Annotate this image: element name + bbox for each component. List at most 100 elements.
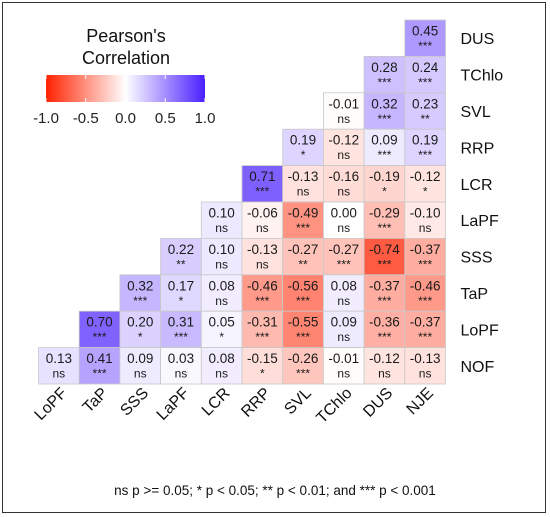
y-axis-label: TChlo [461,68,504,85]
correlation-value-label: -0.74 [369,242,400,257]
significance-label: *** [93,367,107,381]
heatmap-cell [119,310,162,349]
x-axis-label: TaP [80,385,112,417]
heatmap-cell [282,274,324,312]
correlation-value-label: 0.32 [127,278,153,293]
significance-label: ns [337,294,350,308]
significance-label: * [219,330,224,344]
heatmap-cell [160,237,202,276]
correlation-value-label: 0.71 [249,169,275,184]
heatmap-cell [404,92,446,130]
correlation-value-label: -0.13 [247,242,278,257]
significance-label: ns [337,185,350,199]
y-axis-label: TaP [461,286,489,303]
correlation-value-label: -0.13 [288,169,319,184]
correlation-value-label: -0.37 [410,315,441,330]
correlation-value-label: 0.41 [86,351,112,366]
heatmap-cell [363,347,406,385]
correlation-value-label: -0.56 [288,278,319,293]
significance-label: *** [418,294,432,308]
correlation-value-label: 0.20 [127,315,153,330]
x-axis-label: DUS [360,385,396,421]
correlation-value-label: 0.05 [209,315,235,330]
correlation-value-label: 0.09 [331,315,357,330]
correlation-value-label: -0.19 [369,169,400,184]
heatmap-cell [404,347,446,385]
heatmap-cell [322,92,365,130]
correlation-value-label: 0.17 [168,278,194,293]
significance-label: ns [215,294,228,308]
significance-label: ns [175,367,188,381]
significance-label: ns [337,148,350,162]
heatmap-cell [241,274,284,312]
correlation-value-label: 0.08 [209,351,235,366]
correlation-value-label: 0.03 [168,351,194,366]
correlation-value-label: -0.12 [369,351,400,366]
legend-title-line-1: Pearson's [86,26,165,46]
correlation-value-label: -0.01 [328,351,359,366]
correlation-value-label: -0.10 [410,206,441,221]
legend-tick-label: -0.5 [73,110,99,127]
significance-label: ns [215,257,228,271]
significance-label: * [382,185,387,199]
significance-label: ns [419,367,432,381]
y-axis-label: RRP [461,140,495,157]
legend-tick-label: 0.5 [155,110,176,127]
significance-label: ns [419,221,432,235]
correlation-value-label: -0.12 [410,169,441,184]
heatmap-cell [404,310,446,349]
correlation-value-label: 0.00 [331,206,357,221]
color-legend: Pearson's Correlation -1.0 -0.5 0.0 0.5 1.0 [33,26,215,127]
heatmap-cell [363,274,406,312]
heatmap-cell [282,310,324,349]
significance-label: *** [174,330,188,344]
heatmap-cell [404,274,446,312]
correlation-value-label: 0.28 [371,60,397,75]
x-axis-label: SSS [117,385,152,420]
significance-label: ns [337,112,350,126]
correlation-value-label: -0.31 [247,315,278,330]
significance-label: *** [296,221,310,235]
significance-label: *** [418,330,432,344]
significance-label: ns [378,367,391,381]
heatmap-cell [282,347,324,385]
significance-label: *** [377,257,391,271]
significance-label: *** [418,257,432,271]
heatmap-cell [322,347,365,385]
heatmap-cell [363,56,406,94]
significance-label: *** [93,330,107,344]
significance-label: *** [377,330,391,344]
correlation-value-label: 0.19 [412,133,438,148]
correlation-value-label: -0.37 [369,278,400,293]
x-axis-label: TChlo [313,385,355,427]
correlation-value-label: 0.09 [371,133,397,148]
correlation-value-label: 0.32 [371,96,397,111]
significance-label: *** [133,294,147,308]
significance-label: ** [298,257,308,271]
heatmap-cell [282,165,324,203]
y-axis-label: NOF [461,359,495,376]
correlation-value-label: -0.46 [247,278,278,293]
correlation-value-label: 0.31 [168,315,194,330]
heatmap-cell [119,274,162,312]
correlation-value-label: 0.10 [209,242,235,257]
heatmap-cell [241,310,284,349]
significance-label: ** [176,257,186,271]
significance-label: * [301,148,306,162]
correlation-value-label: -0.06 [247,206,278,221]
significance-label: *** [418,148,432,162]
heatmap-cell [119,347,162,385]
correlation-value-label: 0.10 [209,206,235,221]
heatmap-cell [363,165,406,203]
heatmap-cell [363,310,406,349]
heatmap-cell [363,237,406,276]
y-axis-label: SVL [461,104,491,121]
significance-label: *** [296,294,310,308]
significance-label: *** [418,39,432,53]
significance-label: ns [215,221,228,235]
correlation-value-label: 0.24 [412,60,439,75]
x-axis-label: LoPF [32,385,71,424]
correlation-value-label: 0.09 [127,351,153,366]
correlation-value-label: -0.55 [288,315,319,330]
significance-label: * [260,367,265,381]
